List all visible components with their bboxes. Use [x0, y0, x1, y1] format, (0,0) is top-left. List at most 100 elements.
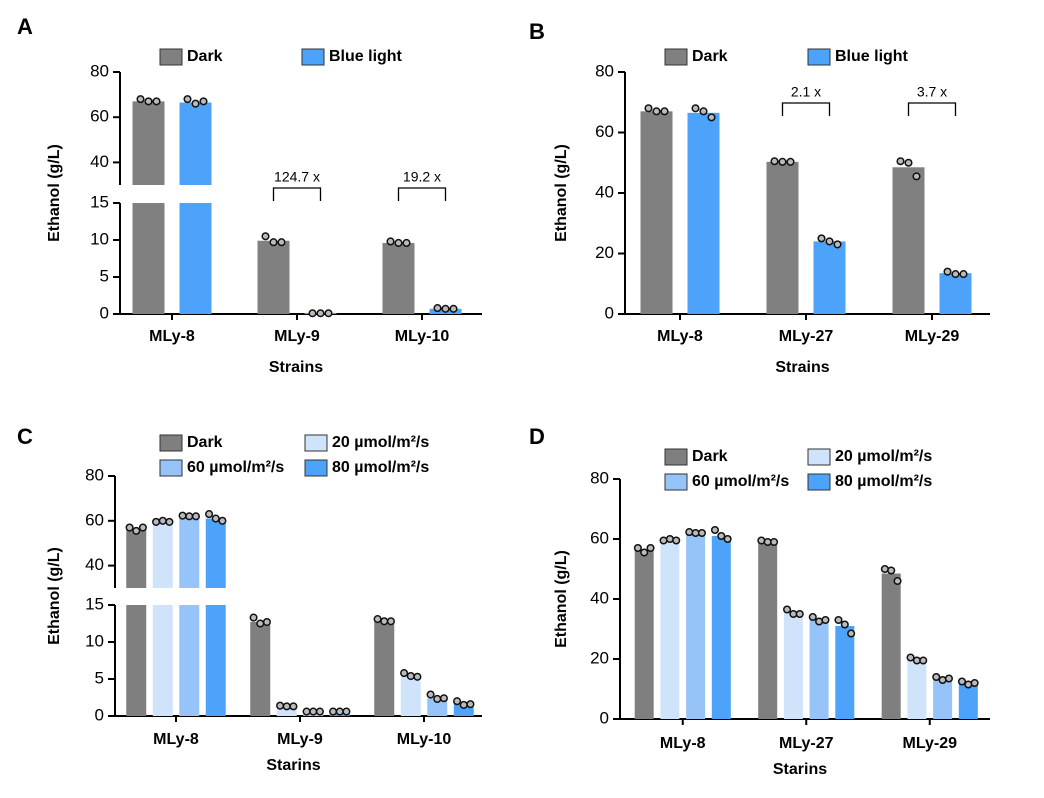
data-point [400, 669, 409, 678]
bar [783, 612, 803, 719]
legend-swatch [664, 48, 688, 66]
data-point [269, 238, 278, 247]
x-tick-label: MLy-27 [779, 735, 834, 752]
data-point [770, 157, 779, 166]
data-point [957, 677, 967, 686]
legend-label: 20 µmol/m²/s [835, 448, 932, 465]
data-point [132, 526, 141, 535]
data-point [847, 629, 856, 638]
data-point [691, 104, 700, 113]
data-point [778, 157, 787, 166]
data-point [433, 304, 442, 313]
y-tick-label: 80 [595, 61, 614, 80]
data-point [178, 511, 187, 520]
data-point [433, 694, 442, 704]
legend-label: 80 µmol/m²/s [835, 473, 932, 490]
legend-label: 60 µmol/m²/s [187, 459, 284, 476]
data-point [906, 653, 915, 662]
bar [758, 542, 778, 719]
y-tick-label: 60 [590, 528, 609, 547]
y-tick-label: 60 [90, 107, 109, 126]
x-tick-label: MLy-8 [657, 328, 703, 345]
y-tick-label: 5 [100, 266, 109, 285]
bar [427, 698, 448, 716]
bar [660, 540, 680, 719]
data-point [717, 531, 726, 541]
bar [126, 528, 147, 588]
data-point [821, 615, 830, 625]
y-tick-label: 15 [90, 192, 109, 211]
data-point [466, 700, 475, 709]
bar [881, 573, 901, 719]
data-point [833, 240, 842, 249]
y-tick-label: 10 [85, 631, 104, 650]
data-point [211, 514, 220, 523]
data-point [453, 697, 462, 706]
y-tick-label: 60 [85, 510, 104, 529]
data-point [441, 304, 450, 313]
bar [907, 660, 927, 719]
panel-label: A [17, 14, 33, 39]
annotation: 19.2 x [403, 169, 441, 185]
data-point [289, 702, 298, 711]
bar [686, 533, 706, 719]
bracket [907, 102, 957, 116]
data-point [659, 536, 668, 545]
y-tick-label: 80 [90, 61, 109, 80]
y-tick-label: 0 [95, 705, 104, 724]
bar [179, 203, 212, 314]
annotation: 2.1 x [791, 84, 821, 100]
data-point [136, 95, 145, 104]
y-tick-label: 15 [85, 594, 104, 613]
data-point [144, 97, 153, 106]
bar [179, 605, 200, 716]
bracket [397, 187, 447, 201]
y-tick-label: 0 [605, 303, 614, 322]
bar [400, 676, 421, 716]
data-point [302, 707, 311, 716]
bar [132, 101, 165, 185]
data-point [951, 270, 960, 279]
data-point [191, 99, 200, 108]
x-tick-label: MLy-8 [149, 328, 195, 345]
data-point [652, 107, 661, 116]
bar [640, 111, 673, 314]
data-point [277, 238, 286, 247]
data-point [644, 104, 653, 113]
bar [374, 621, 395, 716]
panel-label: C [17, 424, 33, 449]
bar [813, 241, 846, 314]
bar [179, 102, 212, 185]
bar [250, 622, 271, 716]
legend-label: Blue light [835, 48, 909, 65]
data-point [324, 309, 333, 318]
data-point [808, 612, 817, 622]
data-point [158, 516, 167, 525]
data-point [912, 172, 921, 181]
bar [132, 203, 165, 314]
legend-label: Blue light [329, 48, 403, 65]
bar [958, 683, 978, 719]
data-point [256, 619, 265, 628]
legend-swatch [304, 434, 328, 452]
data-point [282, 702, 291, 711]
data-point [938, 675, 947, 685]
data-point [183, 95, 192, 104]
data-point [887, 566, 896, 575]
y-axis-title: Ethanol (g/L) [46, 144, 63, 242]
legend-swatch [807, 48, 831, 66]
data-point [449, 304, 458, 313]
legend-label: 80 µmol/m²/s [332, 459, 429, 476]
legend-swatch [159, 459, 183, 477]
bar [453, 704, 474, 716]
data-point [757, 536, 766, 545]
bar [634, 549, 654, 719]
data-point [944, 674, 953, 683]
data-point [205, 510, 214, 519]
data-point [815, 617, 824, 626]
legend-swatch [304, 459, 328, 477]
y-tick-label: 20 [595, 243, 614, 262]
x-tick-label: MLy-10 [397, 731, 452, 748]
data-point [308, 309, 317, 318]
data-point [943, 267, 952, 276]
